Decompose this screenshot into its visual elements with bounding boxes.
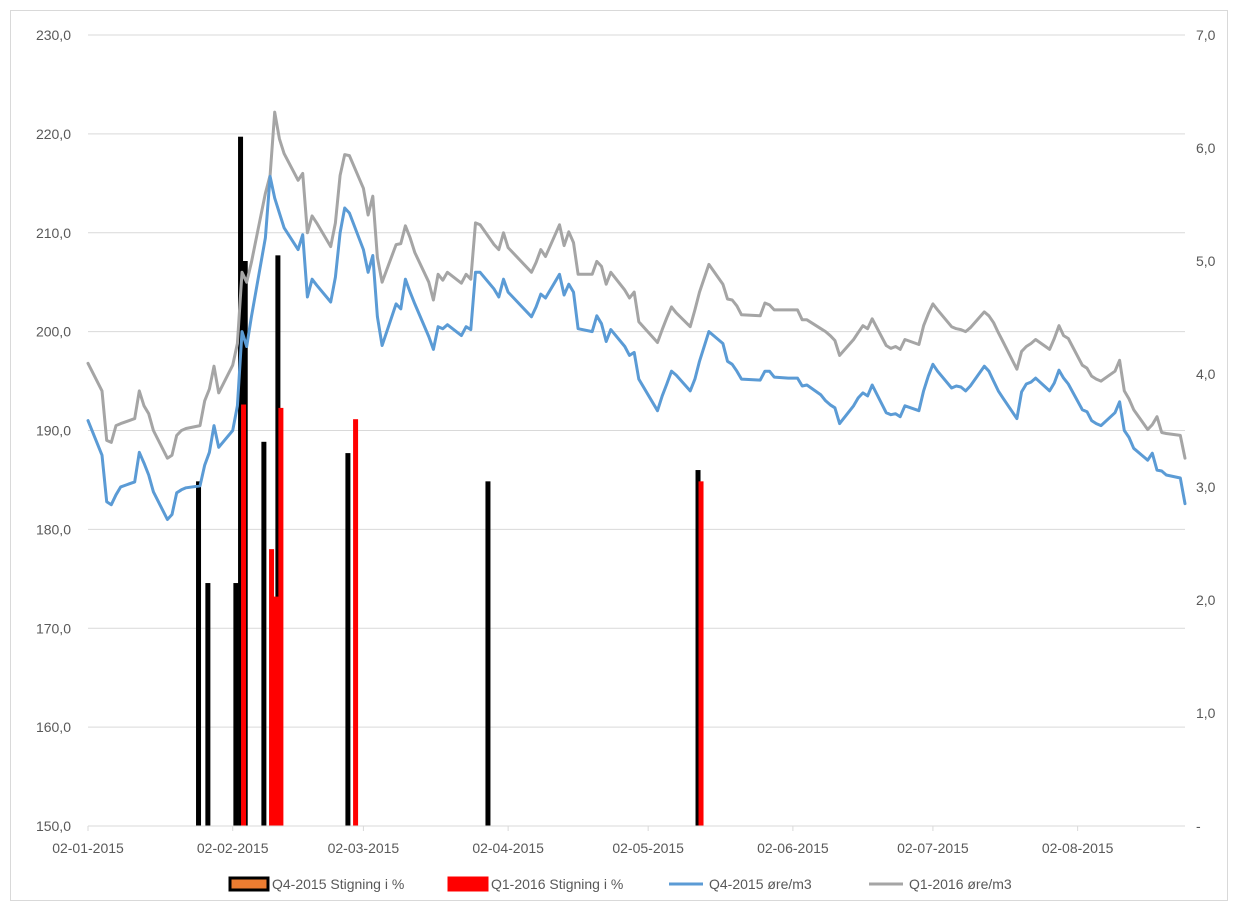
x-tick-label: 02-06-2015 bbox=[757, 840, 829, 856]
bar bbox=[353, 419, 359, 826]
bar bbox=[275, 255, 281, 827]
bar bbox=[485, 481, 491, 826]
bar bbox=[695, 470, 701, 826]
bar-series bbox=[196, 136, 704, 827]
y-right-tick-label: 2,0 bbox=[1196, 592, 1216, 608]
x-tick-label: 02-07-2015 bbox=[897, 840, 969, 856]
bar bbox=[269, 549, 275, 826]
bar bbox=[273, 596, 279, 826]
bar bbox=[205, 583, 211, 826]
legend-swatch bbox=[228, 876, 270, 892]
y-right-tick-label: 5,0 bbox=[1196, 253, 1216, 269]
y-right-tick-label: 1,0 bbox=[1196, 705, 1216, 721]
x-tick-label: 02-08-2015 bbox=[1042, 840, 1114, 856]
legend-swatch bbox=[447, 876, 489, 892]
y-left-tick-label: 210,0 bbox=[36, 225, 71, 241]
series-line bbox=[86, 174, 1187, 521]
y-left-tick-label: 230,0 bbox=[36, 27, 71, 43]
y-left-tick-label: 190,0 bbox=[36, 423, 71, 439]
x-tick-label: 02-05-2015 bbox=[612, 840, 684, 856]
bar bbox=[278, 407, 284, 826]
bar bbox=[241, 404, 247, 826]
y-right-tick-label: 4,0 bbox=[1196, 366, 1216, 382]
y-left-tick-label: 160,0 bbox=[36, 719, 71, 735]
y-left-tick-label: 200,0 bbox=[36, 324, 71, 340]
line-series bbox=[86, 110, 1187, 521]
chart-frame bbox=[10, 10, 1228, 901]
legend[interactable]: Q4-2015 Stigning i % Q1-2016 Stigning i %… bbox=[228, 876, 1012, 892]
legend-label: Q1-2016 øre/m3 bbox=[909, 876, 1012, 892]
legend-label: Q4-2015 Stigning i % bbox=[272, 876, 404, 892]
x-tick-label: 02-03-2015 bbox=[328, 840, 400, 856]
bar bbox=[345, 453, 351, 826]
bar bbox=[196, 481, 202, 826]
x-tick-label: 02-01-2015 bbox=[52, 840, 124, 856]
y-left-tick-label: 170,0 bbox=[36, 620, 71, 636]
left-axis-ticks: 150,0 160,0 170,0 180,0 190,0 200,0 210,0 220,0… bbox=[36, 27, 71, 834]
y-left-tick-label: 150,0 bbox=[36, 818, 71, 834]
gridlines bbox=[88, 34, 1185, 827]
y-left-tick-label: 180,0 bbox=[36, 521, 71, 537]
bar bbox=[698, 481, 704, 826]
x-tick-label: 02-02-2015 bbox=[197, 840, 269, 856]
legend-label: Q4-2015 øre/m3 bbox=[709, 876, 812, 892]
x-tick-label: 02-04-2015 bbox=[472, 840, 544, 856]
x-axis-ticks: 02-01-2015 02-02-2015 02-03-2015 02-04-2015… bbox=[52, 825, 1185, 856]
bar bbox=[233, 583, 239, 826]
legend-label: Q1-2016 Stigning i % bbox=[491, 876, 623, 892]
y-left-tick-label: 220,0 bbox=[36, 126, 71, 142]
right-axis-ticks: - 1,0 2,0 3,0 4,0 5,0 6,0 7,0 bbox=[1196, 27, 1216, 834]
y-right-tick-label: 6,0 bbox=[1196, 140, 1216, 156]
y-right-tick-label: 7,0 bbox=[1196, 27, 1216, 43]
y-right-tick-label: - bbox=[1196, 818, 1201, 834]
bar bbox=[238, 136, 244, 826]
y-right-tick-label: 3,0 bbox=[1196, 479, 1216, 495]
bar bbox=[261, 441, 267, 826]
